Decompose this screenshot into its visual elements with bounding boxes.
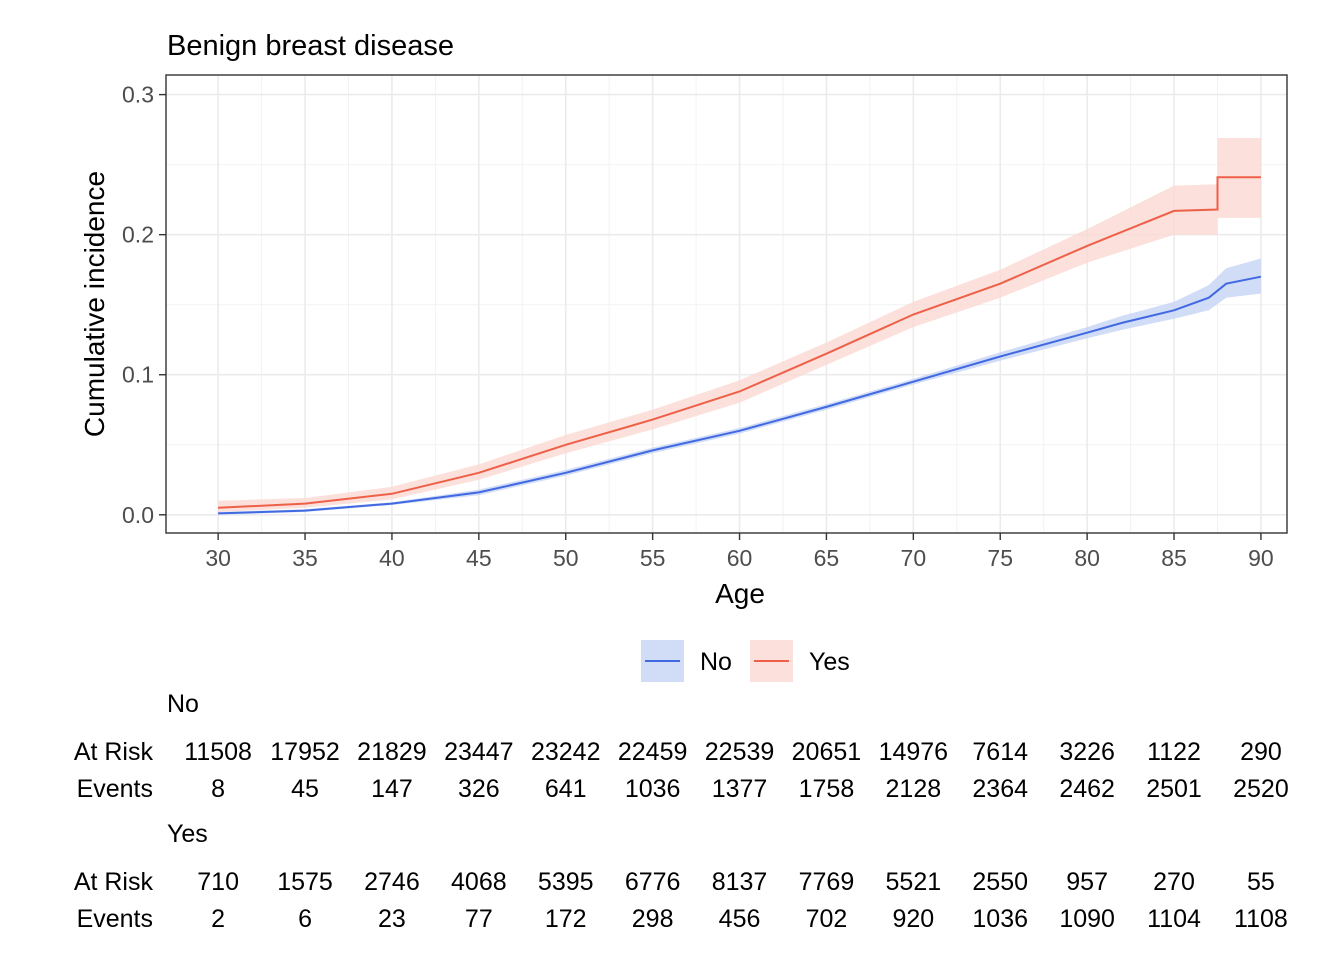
chart-title: Benign breast disease bbox=[167, 30, 454, 62]
risk-group-title: No bbox=[167, 690, 199, 718]
risk-row-label: At Risk bbox=[74, 738, 154, 766]
x-tick-label: 70 bbox=[901, 545, 927, 571]
at-risk-value: 55 bbox=[1247, 868, 1275, 896]
events-value: 1377 bbox=[712, 775, 768, 803]
x-tick-label: 80 bbox=[1074, 545, 1100, 571]
events-value: 702 bbox=[806, 905, 848, 933]
events-value: 298 bbox=[632, 905, 674, 933]
panel-background bbox=[166, 75, 1287, 533]
at-risk-value: 5521 bbox=[886, 868, 942, 896]
x-tick-label: 30 bbox=[205, 545, 231, 571]
at-risk-value: 14976 bbox=[879, 738, 949, 766]
at-risk-value: 22459 bbox=[618, 738, 688, 766]
events-value: 326 bbox=[458, 775, 500, 803]
at-risk-value: 23447 bbox=[444, 738, 514, 766]
at-risk-value: 11508 bbox=[184, 738, 252, 766]
at-risk-value: 4068 bbox=[451, 868, 507, 896]
at-risk-value: 8137 bbox=[712, 868, 768, 896]
events-value: 8 bbox=[211, 775, 225, 803]
at-risk-value: 957 bbox=[1066, 868, 1108, 896]
at-risk-value: 2746 bbox=[364, 868, 420, 896]
x-axis: 30 35 40 45 50 55 60 65 70 75 80 85 90 bbox=[205, 533, 1274, 571]
at-risk-value: 2550 bbox=[972, 868, 1028, 896]
events-value: 2462 bbox=[1059, 775, 1115, 803]
legend-label-no: No bbox=[700, 648, 732, 676]
at-risk-value: 17952 bbox=[270, 738, 340, 766]
events-value: 147 bbox=[371, 775, 413, 803]
x-tick-label: 90 bbox=[1248, 545, 1274, 571]
at-risk-value: 1575 bbox=[277, 868, 333, 896]
y-axis: 0.0 0.1 0.2 0.3 bbox=[122, 82, 166, 528]
y-tick-label: 0.0 bbox=[122, 502, 154, 528]
events-value: 172 bbox=[545, 905, 587, 933]
risk-row-label: Events bbox=[77, 905, 153, 933]
at-risk-value: 1122 bbox=[1147, 738, 1201, 766]
at-risk-value: 710 bbox=[197, 868, 239, 896]
at-risk-value: 270 bbox=[1153, 868, 1195, 896]
events-value: 1108 bbox=[1234, 905, 1288, 933]
x-tick-label: 85 bbox=[1161, 545, 1187, 571]
events-value: 456 bbox=[719, 905, 761, 933]
series-line-no bbox=[218, 275, 1262, 515]
x-tick-label: 75 bbox=[987, 545, 1013, 571]
x-tick-label: 45 bbox=[466, 545, 492, 571]
events-value: 2128 bbox=[886, 775, 942, 803]
plot-panel bbox=[165, 74, 1288, 534]
y-tick-label: 0.2 bbox=[122, 222, 154, 248]
x-tick-label: 65 bbox=[814, 545, 840, 571]
grid-major bbox=[166, 75, 1287, 533]
x-axis-title: Age bbox=[715, 578, 765, 609]
events-value: 2364 bbox=[972, 775, 1028, 803]
y-tick-label: 0.3 bbox=[122, 82, 154, 108]
events-value: 2501 bbox=[1146, 775, 1202, 803]
at-risk-value: 21829 bbox=[357, 738, 427, 766]
events-value: 1758 bbox=[799, 775, 855, 803]
events-value: 45 bbox=[291, 775, 319, 803]
series-line-yes bbox=[218, 176, 1261, 509]
panel-border bbox=[165, 74, 1288, 534]
at-risk-value: 290 bbox=[1240, 738, 1282, 766]
x-tick-label: 40 bbox=[379, 545, 405, 571]
legend: No Yes bbox=[641, 640, 850, 682]
at-risk-value: 20651 bbox=[792, 738, 862, 766]
risk-row-label: At Risk bbox=[74, 868, 154, 896]
at-risk-value: 7769 bbox=[799, 868, 855, 896]
events-value: 641 bbox=[545, 775, 587, 803]
legend-label-yes: Yes bbox=[809, 648, 850, 676]
events-value: 920 bbox=[892, 905, 934, 933]
events-value: 6 bbox=[298, 905, 312, 933]
y-tick-label: 0.1 bbox=[122, 362, 154, 388]
at-risk-value: 23242 bbox=[531, 738, 601, 766]
events-value: 2 bbox=[211, 905, 225, 933]
events-value: 23 bbox=[378, 905, 406, 933]
events-value: 77 bbox=[465, 905, 493, 933]
at-risk-value: 22539 bbox=[705, 738, 775, 766]
x-tick-label: 50 bbox=[553, 545, 579, 571]
risk-group-title: Yes bbox=[167, 820, 208, 848]
x-tick-label: 55 bbox=[640, 545, 666, 571]
risk-row-label: Events bbox=[77, 775, 153, 803]
events-value: 1036 bbox=[972, 905, 1028, 933]
events-value: 1090 bbox=[1059, 905, 1115, 933]
x-tick-label: 35 bbox=[292, 545, 318, 571]
at-risk-value: 7614 bbox=[972, 738, 1028, 766]
x-tick-label: 60 bbox=[727, 545, 753, 571]
events-value: 1104 bbox=[1147, 905, 1201, 933]
at-risk-value: 3226 bbox=[1059, 738, 1115, 766]
at-risk-value: 6776 bbox=[625, 868, 681, 896]
series-lines bbox=[218, 176, 1262, 515]
at-risk-value: 5395 bbox=[538, 868, 594, 896]
events-value: 1036 bbox=[625, 775, 681, 803]
risk-table: No At Risk Events 11508 17952 21829 23447 23242… bbox=[74, 690, 1289, 933]
events-value: 2520 bbox=[1233, 775, 1289, 803]
y-axis-title: Cumulative incidence bbox=[79, 171, 110, 437]
grid-minor bbox=[166, 75, 1287, 533]
